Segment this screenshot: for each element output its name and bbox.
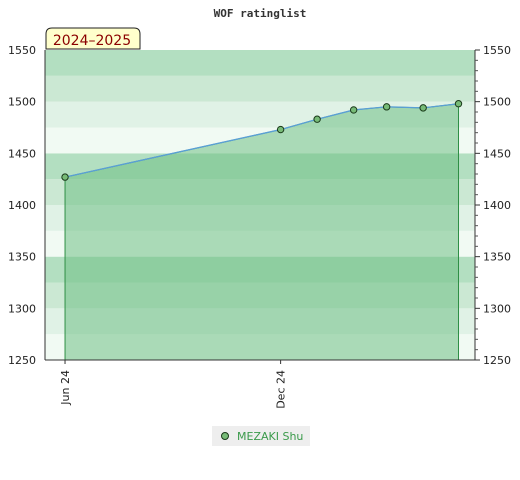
season-badge: 2024–2025 [45, 27, 141, 50]
legend-series-label: MEZAKI Shu [237, 429, 304, 443]
axes: 1250 1250 1300 1300 1350 1350 1400 1400 1450 1450… [8, 44, 511, 409]
chart-title: WOF ratinglist [214, 7, 307, 20]
markers [61, 100, 463, 181]
y-tick-label-right: 1450 [483, 147, 511, 160]
data-point-marker [61, 173, 69, 181]
data-point-marker [454, 100, 463, 108]
background-band [45, 75, 475, 102]
y-tick-label-right: 1350 [483, 251, 511, 264]
y-tick-label-right: 1250 [483, 354, 511, 367]
data-point-marker [313, 115, 321, 123]
data-point-marker [349, 106, 358, 114]
data-point-marker [419, 104, 427, 112]
y-tick-label-left: 1450 [8, 147, 36, 160]
y-tick-label-left: 1250 [8, 354, 36, 367]
y-tick-label-left: 1550 [8, 44, 36, 57]
season-badge-shape [45, 27, 141, 50]
y-tick-label-left: 1350 [8, 251, 36, 264]
legend[interactable]: MEZAKI Shu [212, 426, 310, 446]
y-tick-label-left: 1400 [8, 199, 36, 212]
data-point-marker [382, 103, 391, 111]
x-tick-label: Dec 24 [275, 370, 288, 409]
season-label: 2024–2025 [53, 33, 131, 49]
y-tick-label-left: 1500 [8, 96, 36, 109]
y-tick-label-right: 1300 [483, 302, 511, 315]
data-point-marker [276, 125, 285, 134]
y-tick-label-right: 1400 [483, 199, 511, 212]
legend-marker-icon [221, 432, 229, 440]
y-tick-label-right: 1550 [483, 44, 511, 57]
y-tick-label-right: 1500 [483, 96, 511, 109]
x-tick-label: Jun 24 [59, 370, 72, 406]
y-tick-label-left: 1300 [8, 302, 36, 315]
background-band [45, 50, 475, 76]
